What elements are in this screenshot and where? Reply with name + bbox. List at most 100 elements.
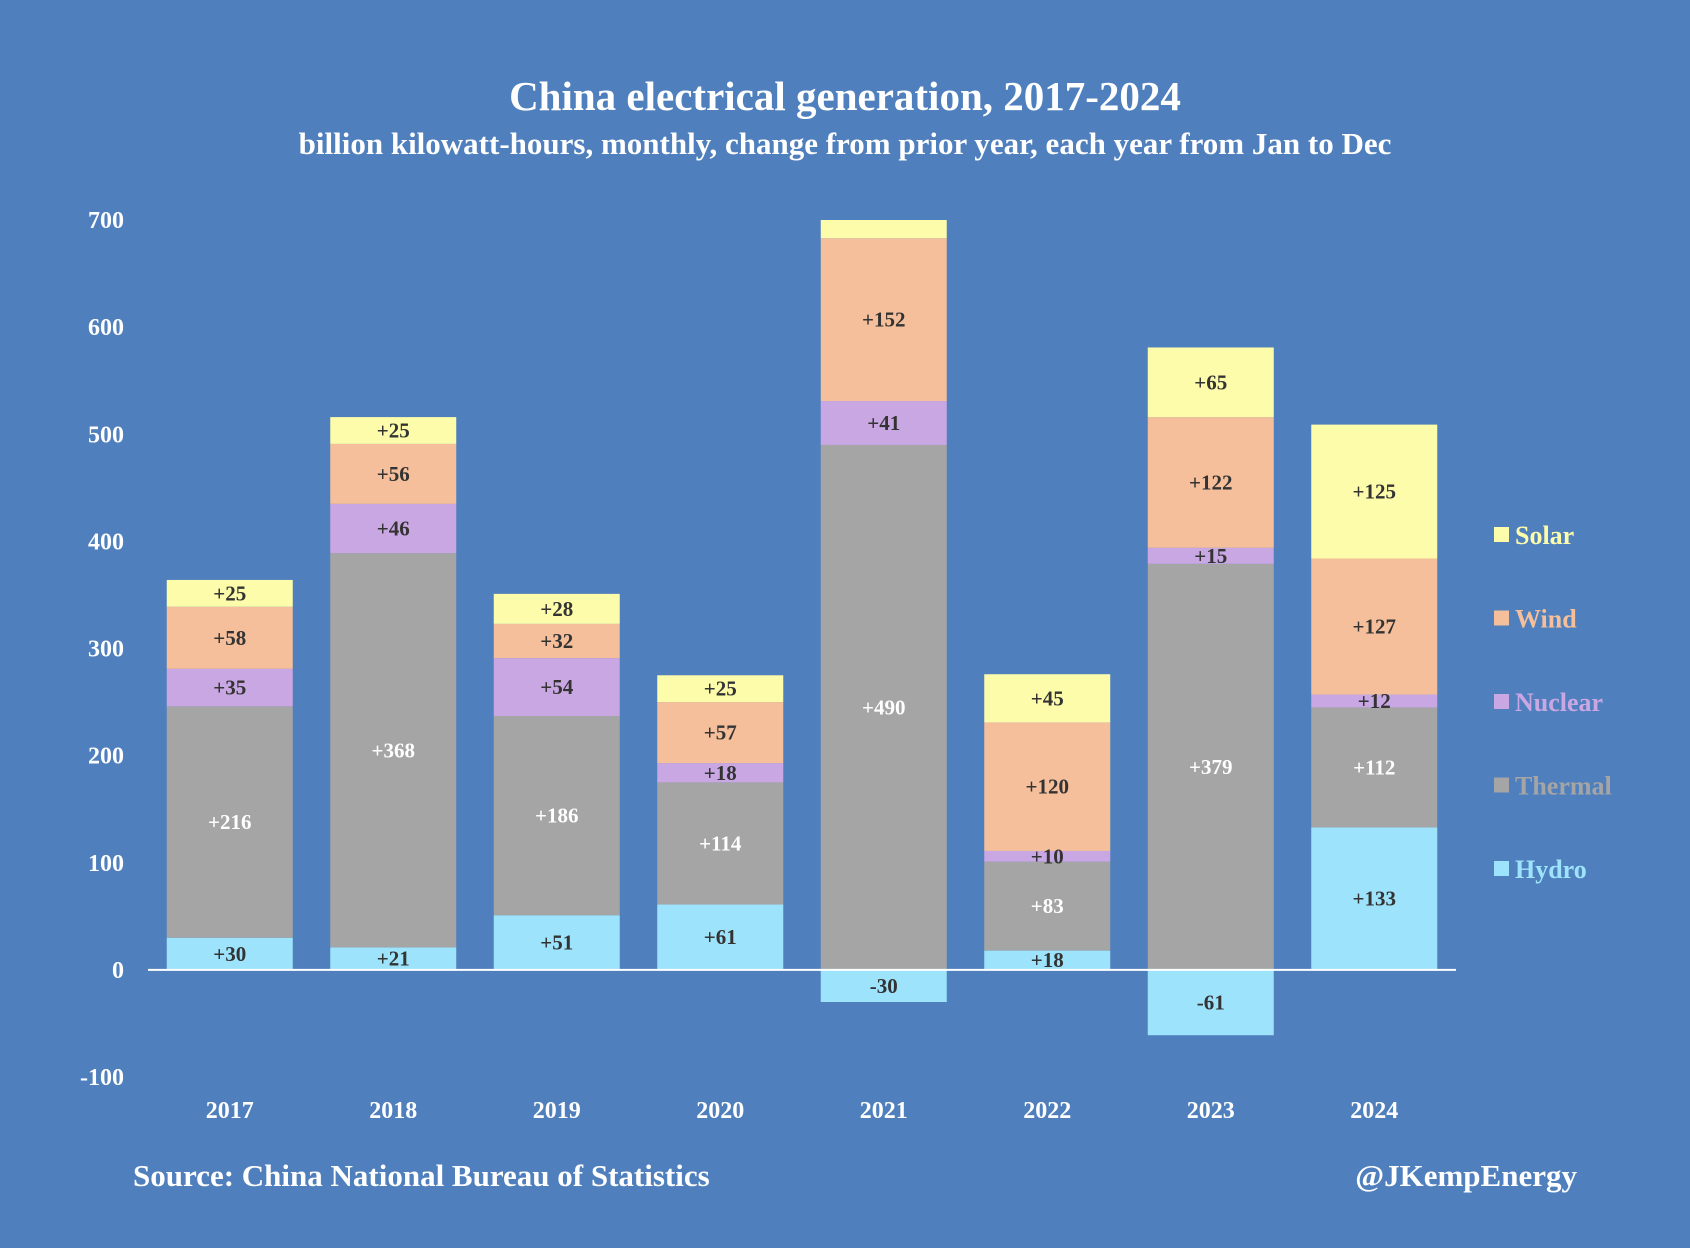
bar-segment-thermal — [1311, 707, 1438, 828]
legend-swatch-wind — [1494, 610, 1509, 626]
bar-segment-thermal — [166, 706, 293, 938]
data-label-thermal: +379 — [1189, 755, 1232, 779]
bar-segment-wind — [820, 238, 947, 402]
bar-segment-nuclear — [657, 763, 784, 783]
data-label-hydro: +133 — [1353, 887, 1396, 911]
data-label-thermal: +186 — [535, 804, 578, 828]
data-label-solar: +125 — [1353, 480, 1396, 504]
x-tick-label: 2020 — [696, 1098, 744, 1124]
bar-segment-solar — [493, 593, 620, 624]
data-label-nuclear: +35 — [213, 676, 246, 700]
y-tick-label: 300 — [88, 637, 124, 663]
x-tick-label: 2022 — [1023, 1098, 1071, 1124]
bar-segment-solar — [1147, 347, 1274, 418]
x-tick-label: 2021 — [860, 1098, 908, 1124]
data-label-solar: +25 — [213, 581, 246, 605]
legend-swatch-nuclear — [1494, 694, 1509, 709]
x-tick-label: 2024 — [1350, 1098, 1398, 1124]
data-label-hydro: +51 — [540, 931, 573, 955]
x-tick-label: 2023 — [1187, 1098, 1235, 1124]
data-label-nuclear: +12 — [1358, 689, 1391, 713]
legend-swatch-solar — [1494, 527, 1509, 542]
bar-segment-solar — [166, 579, 293, 607]
bar-segment-thermal — [657, 782, 784, 905]
data-label-nuclear: +10 — [1031, 844, 1064, 868]
data-label-thermal: +216 — [208, 810, 251, 834]
legend-label-nuclear: Nuclear — [1515, 688, 1603, 717]
bar-segment-hydro — [330, 947, 457, 970]
legend-label-wind: Wind — [1515, 605, 1577, 634]
data-label-hydro: +30 — [213, 942, 246, 966]
data-label-thermal: +490 — [862, 695, 905, 719]
data-label-solar: +45 — [1031, 686, 1064, 710]
bar-segment-thermal — [1147, 563, 1274, 970]
x-tick-label: 2018 — [369, 1098, 417, 1124]
bar-segment-solar — [657, 675, 784, 703]
data-label-nuclear: +18 — [704, 761, 737, 785]
bar-segment-nuclear — [1147, 547, 1274, 564]
bar-segment-solar — [1311, 424, 1438, 559]
bar-segment-hydro — [166, 937, 293, 970]
data-label-thermal: +114 — [699, 831, 742, 855]
bar-segment-solar — [330, 417, 457, 444]
data-label-wind: +58 — [213, 626, 246, 650]
data-label-wind: +120 — [1026, 775, 1069, 799]
bar-segment-nuclear — [330, 503, 457, 554]
y-tick-label: 600 — [88, 315, 124, 341]
bar-segment-hydro — [1147, 969, 1274, 1036]
bar-segment-nuclear — [1311, 694, 1438, 708]
legend-swatch-hydro — [1494, 861, 1509, 876]
bar-segment-wind — [330, 443, 457, 504]
y-tick-label: 0 — [112, 958, 124, 984]
bar-segment-nuclear — [984, 850, 1111, 862]
segment-labels: +30 +21 +51 +61 -30 +18 -61 +133 +216 +368 +186 +11… — [208, 308, 1396, 1015]
chart-subtitle: billion kilowatt-hours, monthly, change … — [298, 126, 1392, 161]
data-label-hydro: +61 — [704, 925, 737, 949]
author-credit: @JKempEnergy — [1355, 1158, 1577, 1193]
bar-segment-nuclear — [820, 401, 947, 445]
bar-segment-wind — [493, 623, 620, 659]
bar-segment-thermal — [330, 553, 457, 948]
data-label-wind: +57 — [704, 721, 737, 745]
bar-segment-hydro — [984, 950, 1111, 970]
legend-label-solar: Solar — [1515, 521, 1574, 550]
bar-segment-wind — [984, 722, 1111, 851]
data-label-hydro: -61 — [1197, 991, 1225, 1015]
data-label-nuclear: +41 — [867, 411, 900, 435]
x-tick-label: 2019 — [533, 1098, 581, 1124]
data-label-nuclear: +54 — [540, 675, 573, 699]
data-label-wind: +122 — [1189, 470, 1232, 494]
legend-swatch-thermal — [1494, 777, 1509, 793]
bar-segment-wind — [657, 702, 784, 764]
data-label-wind: +127 — [1353, 615, 1396, 639]
data-label-thermal: +112 — [1353, 755, 1395, 779]
y-tick-label: 400 — [88, 529, 124, 555]
source-note: Source: China National Bureau of Statist… — [133, 1158, 710, 1193]
data-label-wind: +32 — [540, 629, 573, 653]
data-label-hydro: +18 — [1031, 948, 1064, 972]
y-tick-label: -100 — [80, 1065, 124, 1091]
legend: Solar Wind Nuclear Thermal Hydro — [1494, 521, 1612, 884]
data-label-solar: +25 — [704, 677, 737, 701]
data-label-solar: +28 — [540, 597, 573, 621]
bar-segment-nuclear — [166, 668, 293, 707]
data-label-wind: +152 — [862, 308, 905, 332]
y-axis: -100 0 100 200 300 400 500 600 700 — [80, 208, 124, 1091]
data-label-hydro: -30 — [870, 974, 898, 998]
bar-segment-thermal — [984, 861, 1111, 951]
bar-stacks — [166, 220, 1438, 1036]
bar-segment-hydro — [820, 969, 947, 1003]
x-tick-label: 2017 — [206, 1098, 254, 1124]
data-label-solar: +65 — [1194, 370, 1227, 394]
y-tick-label: 700 — [88, 208, 124, 234]
x-axis: 2017 2018 2019 2020 2021 2022 2023 2024 — [206, 1098, 1399, 1124]
bar-segment-hydro — [493, 915, 620, 970]
bar-segment-wind — [1147, 417, 1274, 548]
bar-segment-wind — [166, 606, 293, 669]
data-label-thermal: +83 — [1031, 894, 1064, 918]
bar-segment-hydro — [1311, 827, 1438, 970]
data-label-wind: +56 — [377, 462, 410, 486]
bar-segment-solar — [820, 220, 947, 239]
data-label-nuclear: +46 — [377, 517, 410, 541]
data-label-solar: +25 — [377, 419, 410, 443]
